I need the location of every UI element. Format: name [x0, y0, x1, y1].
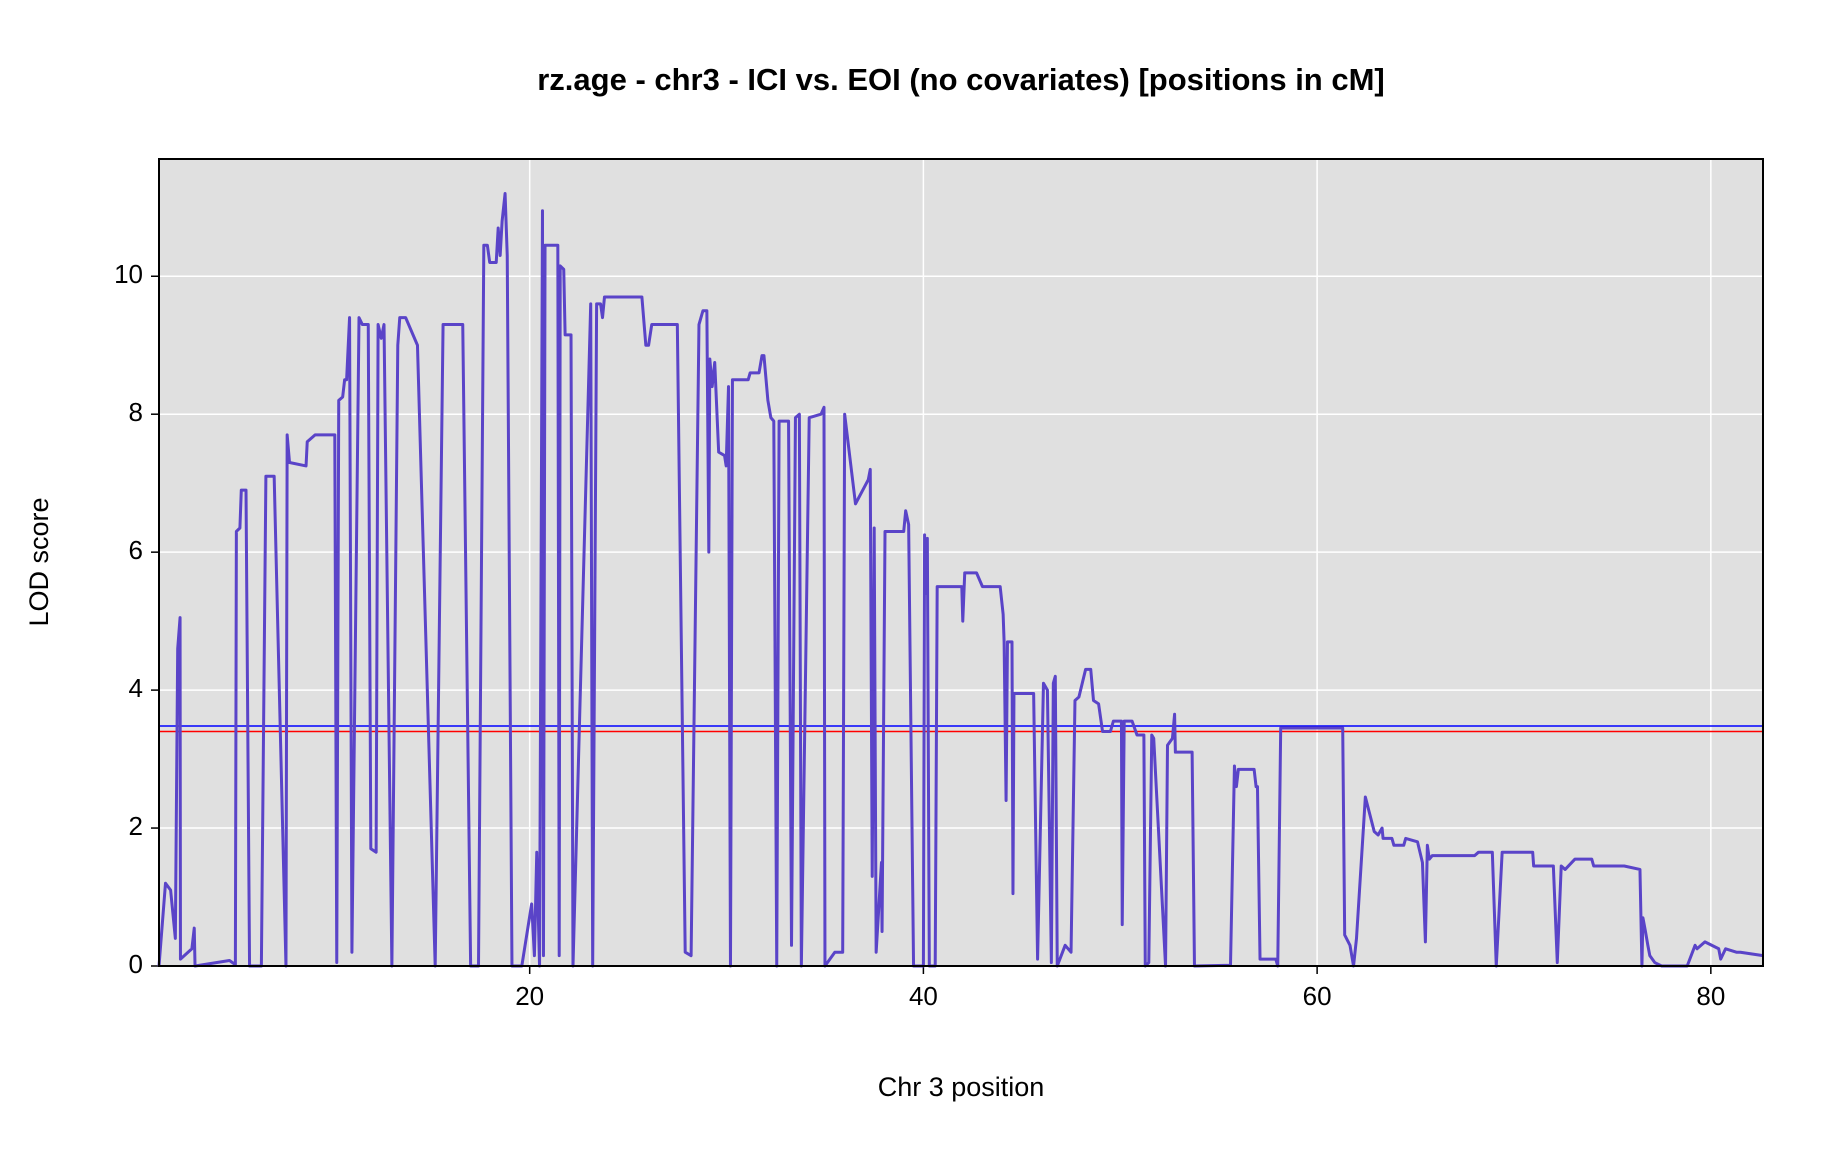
plot-frame — [158, 158, 1764, 967]
chart-title: rz.age - chr3 - ICI vs. EOI (no covariat… — [537, 62, 1385, 97]
x-tick-label: 60 — [1303, 981, 1332, 1011]
y-axis-label: LOD score — [24, 497, 54, 626]
x-axis-label: Chr 3 position — [878, 1072, 1045, 1102]
y-tick-label: 6 — [129, 535, 143, 565]
x-tick-label: 20 — [515, 981, 544, 1011]
y-tick-label: 10 — [114, 259, 143, 289]
x-tick-label: 40 — [909, 981, 938, 1011]
y-tick-label: 4 — [129, 673, 143, 703]
plot-background — [159, 159, 1763, 966]
lod-curve — [157, 191, 1764, 968]
x-tick-label: 80 — [1696, 981, 1725, 1011]
y-tick-label: 0 — [129, 949, 143, 979]
y-tick-label: 2 — [129, 811, 143, 841]
y-tick-label: 8 — [129, 397, 143, 427]
